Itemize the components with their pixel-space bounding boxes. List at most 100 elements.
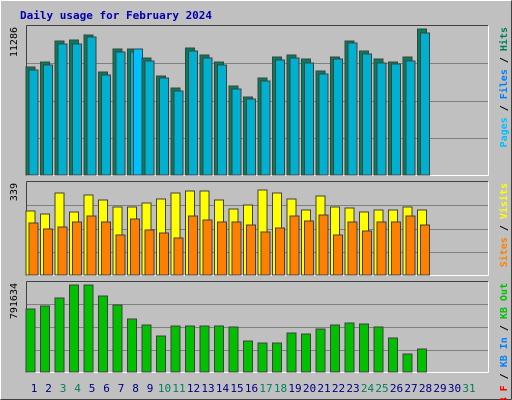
bar-files (362, 53, 372, 176)
x-tick-label: 3 (60, 382, 67, 395)
bar-files (304, 62, 314, 176)
bar-files (188, 50, 198, 176)
x-tick-label: 9 (147, 382, 154, 395)
bar-sites (376, 221, 387, 276)
y-max-label: 11286 (9, 27, 20, 57)
bar-kb-out (315, 328, 326, 373)
x-tick-label: 26 (390, 382, 403, 395)
bar-kb-out (199, 325, 210, 373)
bar-sites (43, 228, 53, 276)
bar-kb-out (344, 322, 355, 373)
x-tick-label: 23 (346, 382, 359, 395)
x-tick-label: 1 (31, 382, 38, 395)
bar-kb-out (243, 340, 253, 373)
x-tick-label: 6 (103, 382, 110, 395)
bar-sites (159, 232, 169, 276)
bar-pages (133, 48, 143, 176)
bar-kb-out (402, 353, 413, 373)
bar-files (101, 74, 111, 176)
bar-kb-out (272, 342, 282, 373)
bar-sites (347, 221, 358, 276)
x-tick-label: 30 (448, 382, 461, 395)
bar-sites (318, 214, 329, 276)
bar-sites (304, 220, 314, 276)
bar-kb-out (25, 308, 36, 373)
legend-entry: KB In (499, 337, 510, 367)
bar-files (391, 63, 401, 176)
bar-kb-out (40, 305, 50, 373)
bar-files (202, 57, 213, 176)
chart-panel-1: 11286 Pages / Files / Hits (9, 25, 510, 176)
bar-files (318, 73, 329, 176)
bar-files (333, 58, 343, 176)
bar-sites (28, 222, 39, 276)
bar-sites (231, 221, 242, 276)
x-tick-label: 24 (361, 382, 375, 395)
bar-files (159, 77, 169, 176)
x-tick-label: 18 (274, 382, 287, 395)
bar-files (115, 51, 126, 176)
bar-sites (130, 218, 140, 276)
x-tick-label: 21 (317, 382, 330, 395)
legend-entry: KB F (499, 385, 510, 400)
bar-files (376, 62, 387, 176)
chart-title: Daily usage for February 2024 (20, 9, 212, 22)
bar-kb-out (185, 325, 195, 373)
x-tick-label: 14 (216, 382, 230, 395)
x-tick-label: 17 (259, 382, 272, 395)
bar-sites (391, 221, 401, 276)
legend-separator: / (499, 51, 510, 69)
legend-separator: / (499, 319, 510, 337)
bar-kb-out (54, 297, 65, 373)
bar-files (86, 36, 97, 176)
legend-separator: / (499, 219, 510, 237)
bar-sites (144, 229, 155, 276)
bar-kb-out (112, 304, 123, 373)
x-tick-label: 20 (303, 382, 316, 395)
legend-entry: KB Out (499, 283, 510, 319)
legend-entry: Sites (498, 237, 510, 267)
x-tick-label: 22 (332, 382, 345, 395)
x-tick-label: 19 (288, 382, 301, 395)
bar-sites (101, 221, 111, 276)
chart-panel-2: 339 Sites / Visits (9, 181, 510, 276)
bar-kb-out (388, 337, 398, 373)
bar-kb-out (301, 333, 311, 373)
bar-files (28, 69, 39, 176)
x-tick-label: 8 (132, 382, 139, 395)
y-max-label: 791634 (9, 283, 20, 319)
bar-kb-out (214, 325, 224, 373)
bar-kb-out (83, 284, 94, 373)
bar-files (144, 60, 155, 176)
x-tick-label: 10 (158, 382, 171, 395)
bar-kb-out (257, 342, 268, 373)
x-tick-label: 15 (230, 382, 243, 395)
x-axis-labels: 1 2 3 4 5 6 7 8 9 10 11 12 13 14 15 16 17 18 19 20 21 22 23 24 2… (31, 382, 476, 395)
x-tick-label: 4 (74, 382, 81, 395)
bar-sites (202, 219, 213, 276)
legend-entry: Files (498, 69, 510, 99)
bar-sites (275, 227, 285, 276)
x-tick-label: 11 (172, 382, 185, 395)
bar-kb-out (286, 332, 297, 373)
bar-files (260, 80, 271, 176)
bar-kb-out (69, 284, 79, 373)
x-tick-label: 12 (187, 382, 200, 395)
bar-kb-out (127, 318, 137, 373)
bar-files (43, 64, 53, 176)
bar-files (420, 32, 430, 176)
x-tick-label: 16 (245, 382, 258, 395)
bar-sites (72, 221, 82, 276)
bar-files (275, 59, 285, 176)
bar-sites (260, 231, 271, 276)
x-tick-label: 7 (118, 382, 125, 395)
bar-sites (246, 224, 256, 276)
legend: Sites / Visits (498, 183, 510, 267)
bar-sites (173, 237, 184, 276)
bar-files (217, 64, 227, 176)
legend-entry: Pages (499, 117, 510, 147)
bar-sites (405, 215, 416, 276)
x-tick-label: 5 (89, 382, 96, 395)
